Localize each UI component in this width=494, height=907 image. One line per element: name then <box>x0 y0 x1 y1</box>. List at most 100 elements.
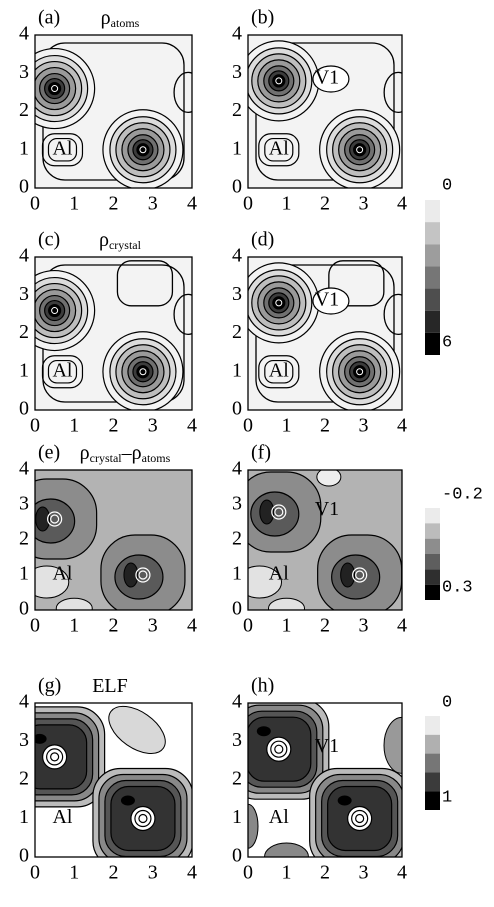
contour <box>259 499 275 525</box>
site-label: V1 <box>315 289 339 311</box>
y-tick-label: 4 <box>232 245 242 267</box>
panel: Al 0 1 2 3 4 0 1 2 3 4 (e) ρcrystal–ρatoms <box>19 442 197 637</box>
colorbar-step <box>425 584 440 600</box>
x-tick-label: 3 <box>359 615 369 637</box>
contour <box>120 795 135 806</box>
x-tick-label: 1 <box>282 862 292 884</box>
contour <box>356 146 364 154</box>
contour <box>258 355 300 389</box>
contour <box>138 813 148 824</box>
contour <box>264 359 294 384</box>
contour <box>340 562 356 588</box>
colorbar-label: 0 <box>442 176 452 195</box>
panel: Al 0 1 2 3 4 0 1 2 3 4 (c) ρcrystal <box>19 229 197 437</box>
x-tick-label: 0 <box>30 415 40 437</box>
colorbar-step <box>425 716 440 735</box>
panel: Al 0 1 2 3 4 0 1 2 3 4 (a) ρatoms <box>19 7 197 215</box>
x-tick-label: 4 <box>187 615 197 637</box>
panel: Al V1 0 1 2 3 4 0 1 2 3 4 (h) <box>232 675 407 884</box>
contour-plot <box>35 35 192 188</box>
x-tick-label: 0 <box>243 193 253 215</box>
contour-plot <box>248 35 402 188</box>
contour-plot <box>248 257 402 410</box>
y-tick-label: 0 <box>19 598 29 620</box>
site-label: Al <box>269 563 289 585</box>
panel-label: (a) <box>38 7 60 29</box>
contour-plot <box>35 257 192 410</box>
y-tick-label: 1 <box>19 563 29 585</box>
contour <box>258 133 300 167</box>
panel-title-part: –ρ <box>121 442 142 464</box>
contour <box>41 133 84 167</box>
panel-title-part: ρ <box>101 7 111 29</box>
y-tick-label: 3 <box>232 283 242 305</box>
colorbar-step <box>425 332 440 355</box>
y-tick-label: 4 <box>232 691 242 713</box>
contour <box>272 296 286 310</box>
panel-title: ρcrystal–ρatoms <box>80 442 171 465</box>
contour <box>138 570 148 580</box>
y-tick-label: 4 <box>19 691 29 713</box>
contour <box>136 365 150 379</box>
colorbar-step <box>425 288 440 311</box>
contour <box>173 71 192 114</box>
x-tick-label: 3 <box>359 193 369 215</box>
colorbar-label: 0 <box>442 693 452 712</box>
y-tick-label: 1 <box>232 563 242 585</box>
contour <box>47 137 78 162</box>
y-tick-label: 3 <box>19 61 29 83</box>
panel-title: ρcrystal <box>99 229 142 252</box>
contour <box>352 567 368 583</box>
contour <box>337 795 352 806</box>
colorbar-step <box>425 538 440 554</box>
y-tick-label: 2 <box>19 99 29 121</box>
y-tick-label: 4 <box>232 23 242 45</box>
x-tick-label: 3 <box>148 615 158 637</box>
x-tick-label: 4 <box>397 862 407 884</box>
x-tick-label: 2 <box>320 615 330 637</box>
contour <box>274 744 284 754</box>
x-tick-label: 0 <box>30 615 40 637</box>
colorbar-step <box>425 753 440 773</box>
x-tick-label: 4 <box>187 193 197 215</box>
panel-title-part: ρ <box>80 442 90 464</box>
y-tick-label: 0 <box>232 398 242 420</box>
contour <box>351 809 369 828</box>
y-tick-label: 0 <box>19 845 29 867</box>
contour <box>50 514 60 524</box>
y-tick-label: 0 <box>19 398 29 420</box>
y-tick-label: 4 <box>19 458 29 480</box>
x-tick-label: 3 <box>148 862 158 884</box>
x-tick-label: 2 <box>109 862 119 884</box>
contour <box>248 565 283 599</box>
x-tick-label: 1 <box>282 193 292 215</box>
colorbar-step <box>425 734 440 754</box>
plot-frame <box>247 256 403 411</box>
plot-frame <box>247 469 403 611</box>
site-label: Al <box>52 806 72 828</box>
colorbar-step <box>425 523 440 539</box>
colorbar-step <box>425 508 440 524</box>
contour <box>271 504 287 520</box>
contour <box>48 81 62 96</box>
colorbar-step <box>425 266 440 289</box>
y-tick-label: 3 <box>19 283 29 305</box>
y-tick-label: 2 <box>232 321 242 343</box>
site-label: Al <box>52 359 72 381</box>
colorbar: 06 <box>425 176 452 355</box>
x-tick-label: 1 <box>282 415 292 437</box>
colorbar-label: 0.3 <box>442 578 473 597</box>
contour-plot <box>35 470 192 610</box>
x-tick-label: 2 <box>320 193 330 215</box>
x-tick-label: 0 <box>30 862 40 884</box>
site-label: Al <box>52 563 72 585</box>
y-tick-label: 4 <box>19 245 29 267</box>
site-label: V1 <box>315 498 339 520</box>
x-tick-label: 1 <box>282 615 292 637</box>
panel-title-part: ELF <box>92 675 128 697</box>
colorbar-label: 6 <box>442 333 452 352</box>
panel: Al 0 1 2 3 4 0 1 2 3 4 (g) ELF <box>19 675 197 884</box>
y-tick-label: 1 <box>232 806 242 828</box>
x-tick-label: 4 <box>187 415 197 437</box>
contour <box>275 299 283 307</box>
